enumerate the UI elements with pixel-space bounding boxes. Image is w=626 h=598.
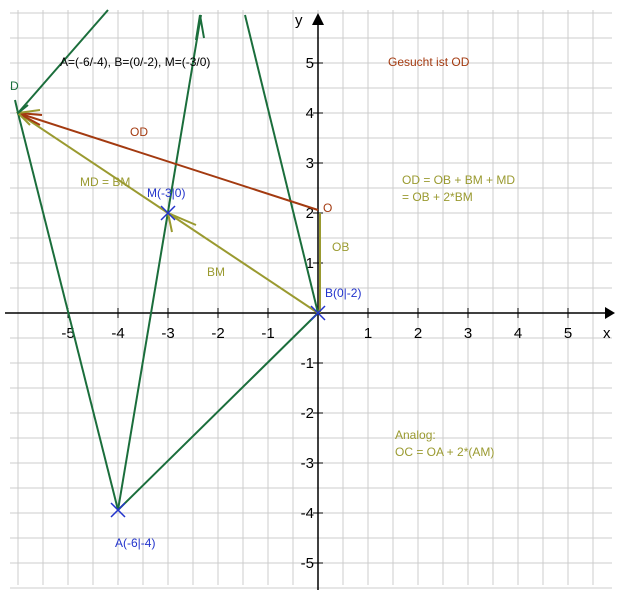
y-tick-label: 4 [306, 105, 314, 122]
line [244, 14, 319, 314]
point-label: B(0|-2) [325, 286, 361, 300]
x-tick-label: 4 [514, 325, 522, 342]
goal: Gesucht ist OD [388, 55, 470, 69]
y-tick-label: -5 [301, 555, 314, 572]
label: O [323, 201, 332, 215]
point-label: A(-6|-4) [115, 536, 155, 550]
x-tick-label: -3 [161, 325, 174, 342]
arrowhead [195, 14, 205, 41]
axis-label: y [295, 12, 303, 29]
label: OB [332, 240, 349, 254]
x-tick-label: -5 [61, 325, 74, 342]
label: D [10, 79, 19, 93]
y-tick-label: -2 [301, 405, 314, 422]
shapes [14, 9, 326, 518]
label: OD [130, 125, 148, 139]
x-tick-label: -2 [211, 325, 224, 342]
y-tick-label: 1 [306, 255, 314, 272]
x-tick-label: -1 [261, 325, 274, 342]
label: MD = BM [80, 175, 130, 189]
grid: -5 -4 -3 -2 -1 1 2 3 4 5 5 4 3 2 1 -1 -2 -3 -4 -5 [5, 10, 615, 590]
point-label: M(-3|0) [147, 186, 185, 200]
axis-label: x [603, 325, 611, 342]
point-list: A=(-6/-4), B=(0/-2), M=(-3/0) [60, 55, 210, 69]
formula: Analog: [395, 428, 436, 442]
line [17, 9, 109, 114]
arrow [312, 13, 324, 25]
line [17, 112, 119, 511]
y-tick-label: -1 [301, 355, 314, 372]
arrowhead [14, 99, 29, 115]
y-tick-label: 5 [306, 55, 314, 72]
line [117, 14, 202, 511]
x-tick-label: 3 [464, 325, 472, 342]
y-tick-label: -4 [301, 505, 314, 522]
y-tick-label: -3 [301, 455, 314, 472]
label: BM [207, 265, 225, 279]
x-tick-label: -4 [111, 325, 124, 342]
line [117, 312, 319, 511]
arrow [605, 307, 615, 319]
formula: = OB + 2*BM [402, 190, 473, 204]
markers [110, 205, 326, 518]
vector [17, 112, 319, 211]
formula: OD = OB + BM + MD [402, 173, 515, 187]
x-tick-label: 1 [364, 325, 372, 342]
x-tick-label: 2 [414, 325, 422, 342]
formula: OC = OA + 2*(AM) [395, 445, 494, 459]
y-tick-label: 3 [306, 155, 314, 172]
y-tick-label: 2 [306, 205, 314, 222]
x-tick-label: 5 [564, 325, 572, 342]
